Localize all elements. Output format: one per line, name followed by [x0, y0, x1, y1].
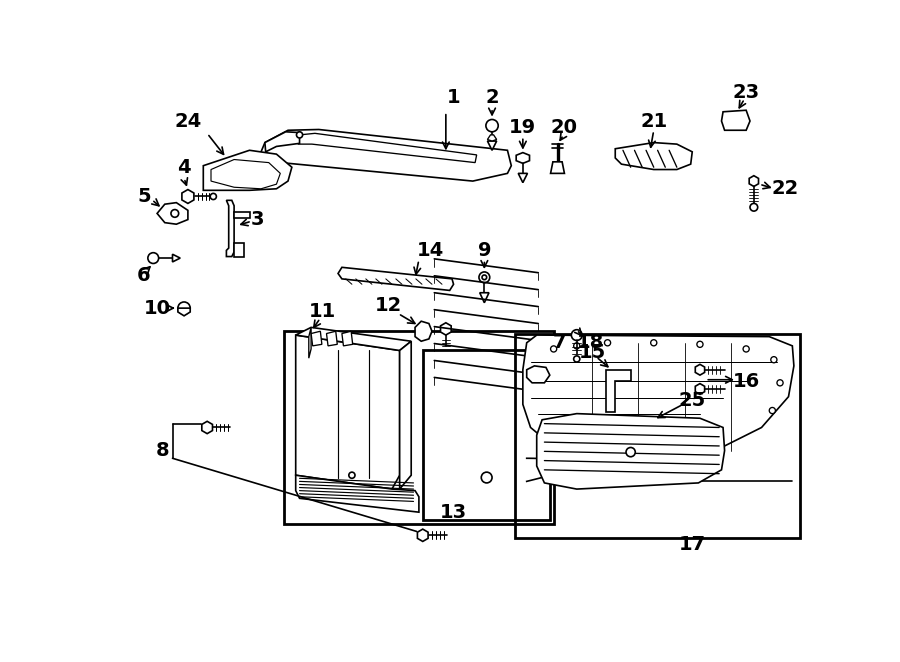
Polygon shape: [158, 203, 188, 224]
Text: 21: 21: [640, 111, 668, 130]
Polygon shape: [722, 111, 750, 130]
Polygon shape: [182, 189, 194, 203]
Polygon shape: [551, 162, 564, 173]
Polygon shape: [298, 133, 477, 163]
Polygon shape: [606, 370, 631, 412]
Polygon shape: [488, 141, 497, 150]
Circle shape: [551, 346, 557, 352]
Circle shape: [486, 119, 499, 132]
Circle shape: [572, 330, 582, 340]
Polygon shape: [309, 328, 311, 358]
Text: 13: 13: [440, 502, 467, 522]
Bar: [515, 334, 800, 538]
Circle shape: [482, 275, 487, 279]
Text: 18: 18: [577, 333, 604, 352]
Text: 8: 8: [156, 441, 169, 460]
Circle shape: [211, 193, 216, 199]
Circle shape: [349, 472, 355, 479]
Polygon shape: [311, 331, 322, 346]
Circle shape: [171, 210, 179, 217]
Polygon shape: [173, 254, 180, 262]
Polygon shape: [203, 150, 292, 190]
Text: 1: 1: [446, 89, 461, 107]
Circle shape: [178, 302, 190, 314]
Circle shape: [770, 407, 776, 414]
Polygon shape: [227, 201, 234, 257]
Polygon shape: [536, 414, 724, 489]
Text: 5: 5: [137, 187, 151, 206]
Text: 14: 14: [417, 241, 444, 260]
Circle shape: [626, 448, 635, 457]
Polygon shape: [418, 529, 428, 542]
Text: 20: 20: [550, 118, 577, 136]
Bar: [423, 350, 550, 520]
Text: 16: 16: [733, 372, 760, 391]
Polygon shape: [518, 173, 527, 183]
Text: 25: 25: [679, 391, 706, 410]
Polygon shape: [342, 331, 353, 346]
Polygon shape: [211, 160, 280, 189]
Text: 11: 11: [309, 303, 337, 322]
Polygon shape: [202, 421, 212, 434]
Circle shape: [482, 472, 492, 483]
Polygon shape: [234, 212, 249, 218]
Text: 6: 6: [137, 265, 151, 285]
Circle shape: [573, 356, 580, 362]
Polygon shape: [327, 331, 338, 346]
Bar: [224, 166, 233, 173]
Circle shape: [743, 346, 749, 352]
Polygon shape: [296, 328, 411, 350]
Text: 19: 19: [509, 118, 536, 136]
Polygon shape: [526, 366, 550, 383]
Circle shape: [479, 272, 490, 283]
Polygon shape: [749, 175, 759, 187]
Text: 24: 24: [175, 111, 202, 130]
Polygon shape: [517, 152, 529, 164]
Bar: [646, 350, 653, 412]
Text: 7: 7: [554, 333, 567, 352]
Polygon shape: [261, 130, 511, 181]
Circle shape: [750, 203, 758, 211]
Polygon shape: [523, 335, 794, 462]
Bar: [284, 331, 554, 524]
Polygon shape: [338, 267, 454, 291]
Text: 4: 4: [177, 158, 191, 177]
Text: 2: 2: [485, 89, 499, 107]
Polygon shape: [296, 335, 400, 489]
Polygon shape: [415, 321, 432, 341]
Bar: [238, 166, 247, 173]
Polygon shape: [696, 383, 705, 395]
Bar: [248, 169, 256, 177]
Text: 22: 22: [771, 179, 798, 199]
Text: 9: 9: [478, 241, 491, 260]
Polygon shape: [440, 323, 451, 335]
Circle shape: [651, 340, 657, 346]
Circle shape: [770, 357, 777, 363]
Text: 15: 15: [579, 342, 606, 361]
Text: 12: 12: [374, 297, 401, 315]
Circle shape: [242, 173, 249, 181]
Polygon shape: [616, 142, 692, 169]
Polygon shape: [696, 364, 705, 375]
Polygon shape: [296, 475, 418, 512]
Circle shape: [697, 341, 703, 348]
Polygon shape: [400, 341, 411, 489]
Text: 10: 10: [144, 299, 171, 318]
Text: 17: 17: [679, 535, 706, 554]
Polygon shape: [488, 135, 497, 141]
Polygon shape: [265, 132, 300, 152]
Circle shape: [296, 132, 302, 138]
Circle shape: [777, 380, 783, 386]
Circle shape: [573, 343, 580, 349]
Text: 23: 23: [733, 83, 760, 102]
Polygon shape: [234, 243, 244, 257]
Bar: [727, 115, 743, 127]
Circle shape: [605, 340, 610, 346]
Polygon shape: [480, 293, 489, 303]
Text: 3: 3: [250, 210, 264, 229]
Circle shape: [148, 253, 158, 263]
Bar: [211, 169, 220, 177]
Polygon shape: [178, 308, 190, 316]
